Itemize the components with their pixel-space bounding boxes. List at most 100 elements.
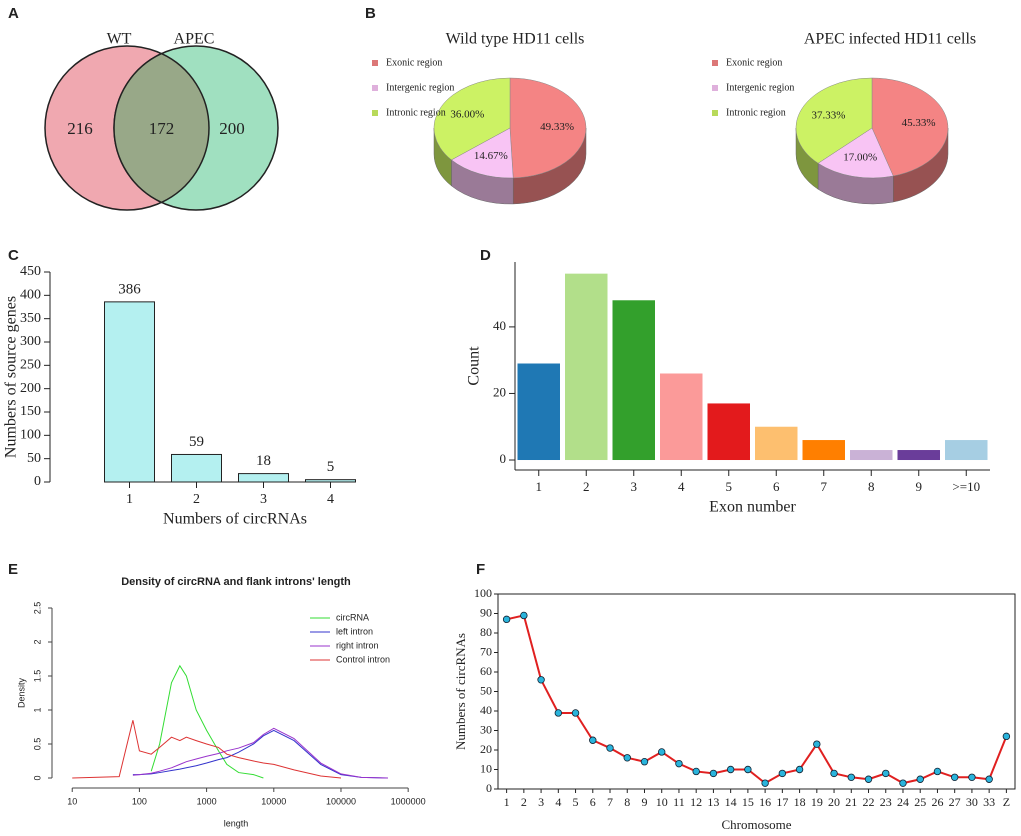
y-tick-label: 100 — [474, 586, 492, 600]
plot-frame — [497, 593, 1016, 790]
y-tick-label: 150 — [20, 404, 41, 419]
venn-count: 172 — [149, 119, 175, 138]
marker — [778, 769, 787, 778]
density-line — [72, 720, 342, 779]
bar — [660, 373, 703, 461]
y-tick-label: 2 — [32, 639, 42, 644]
marker — [502, 615, 511, 624]
y-tick-label: 250 — [20, 358, 41, 373]
pie-title: APEC infected HD11 cells — [804, 31, 976, 48]
x-tick-label: 1 — [504, 795, 510, 809]
y-tick-label: 60 — [480, 664, 492, 678]
x-tick-label: 3 — [631, 479, 638, 494]
panel-letter: A — [8, 5, 19, 22]
x-tick-label: 11 — [673, 795, 685, 809]
density-line — [132, 729, 388, 779]
marker — [1002, 732, 1011, 741]
marker — [640, 758, 649, 766]
y-tick-label: 10 — [480, 761, 492, 775]
y-tick-label: 0.5 — [32, 738, 42, 751]
legend-label: Intronic region — [386, 107, 446, 118]
legend-swatch — [372, 85, 378, 91]
density-line — [132, 727, 388, 779]
legend-swatch — [712, 110, 718, 116]
y-tick-label: 2.5 — [32, 602, 42, 615]
x-tick-label: 12 — [690, 795, 702, 809]
panel-letter: E — [8, 561, 18, 578]
x-tick-label: 27 — [949, 795, 961, 809]
x-tick-label: 18 — [794, 795, 806, 809]
x-tick-label: 10 — [656, 795, 668, 809]
pie-title: Wild type HD11 cells — [446, 31, 585, 48]
y-tick-label: 300 — [20, 334, 41, 349]
pie-slice — [433, 77, 511, 161]
x-tick-label: 9 — [916, 479, 923, 494]
bar — [850, 450, 893, 461]
pie-slice — [817, 127, 894, 179]
y-tick-label: 40 — [493, 318, 506, 333]
x-tick-label: 3 — [538, 795, 544, 809]
x-tick-label: 33 — [983, 795, 995, 809]
marker — [950, 773, 959, 781]
slice-label: 36.00% — [450, 108, 484, 120]
y-tick-label: 70 — [480, 644, 492, 658]
marker — [554, 709, 563, 717]
legend-swatch — [372, 60, 378, 66]
marker — [520, 611, 528, 620]
marker — [623, 754, 631, 762]
y-axis-label: Numbers of circRNAs — [453, 633, 468, 750]
slice-label: 37.33% — [812, 110, 846, 122]
y-tick-label: 30 — [480, 722, 492, 736]
x-tick-label: 100000 — [326, 796, 356, 806]
marker — [968, 773, 976, 781]
value-label: 18 — [256, 453, 271, 469]
x-tick-label: 7 — [607, 795, 613, 809]
y-axis-label: Count — [466, 346, 483, 386]
x-tick-label: 14 — [725, 795, 737, 809]
pie-slice — [871, 77, 949, 177]
marker — [571, 709, 580, 717]
marker — [830, 769, 838, 778]
x-tick-label: 23 — [880, 795, 892, 809]
x-tick-label: 16 — [759, 795, 771, 809]
x-tick-label: 2 — [193, 492, 200, 507]
bar — [104, 301, 155, 483]
bar — [238, 473, 289, 483]
x-tick-label: >=10 — [952, 479, 980, 494]
y-tick-label: 50 — [480, 683, 492, 697]
x-tick-label: 10000 — [261, 796, 286, 806]
x-axis-label: Exon number — [709, 499, 796, 516]
x-tick-label: 6 — [773, 479, 780, 494]
series-line — [506, 614, 1008, 785]
legend-label: left intron — [336, 626, 373, 636]
x-tick-label: 20 — [828, 795, 840, 809]
x-tick-label: 21 — [845, 795, 857, 809]
x-tick-label: 9 — [641, 795, 647, 809]
bar — [517, 363, 560, 461]
marker — [726, 765, 735, 774]
legend-label: circRNA — [336, 612, 369, 622]
x-tick-label: 4 — [678, 479, 685, 494]
x-tick-label: 8 — [868, 479, 875, 494]
marker — [606, 744, 614, 752]
y-axis-label: Density — [16, 677, 26, 708]
x-tick-label: 6 — [590, 795, 596, 809]
marker — [692, 767, 700, 776]
legend-label: Control intron — [336, 654, 390, 664]
marker — [985, 775, 993, 783]
y-tick-label: 1.5 — [32, 670, 42, 683]
x-tick-label: 30 — [966, 795, 978, 809]
x-tick-label: Z — [1003, 795, 1010, 809]
marker — [675, 759, 683, 768]
x-tick-label: 1 — [126, 492, 133, 507]
y-tick-label: 80 — [480, 625, 492, 639]
y-axis-label: Numbers of source genes — [3, 296, 20, 458]
x-tick-label: 19 — [811, 795, 823, 809]
y-tick-label: 450 — [20, 264, 41, 279]
value-label: 59 — [189, 434, 204, 450]
x-tick-label: 3 — [260, 492, 267, 507]
bar — [171, 453, 222, 483]
y-tick-label: 20 — [480, 742, 492, 756]
x-tick-label: 5 — [726, 479, 733, 494]
